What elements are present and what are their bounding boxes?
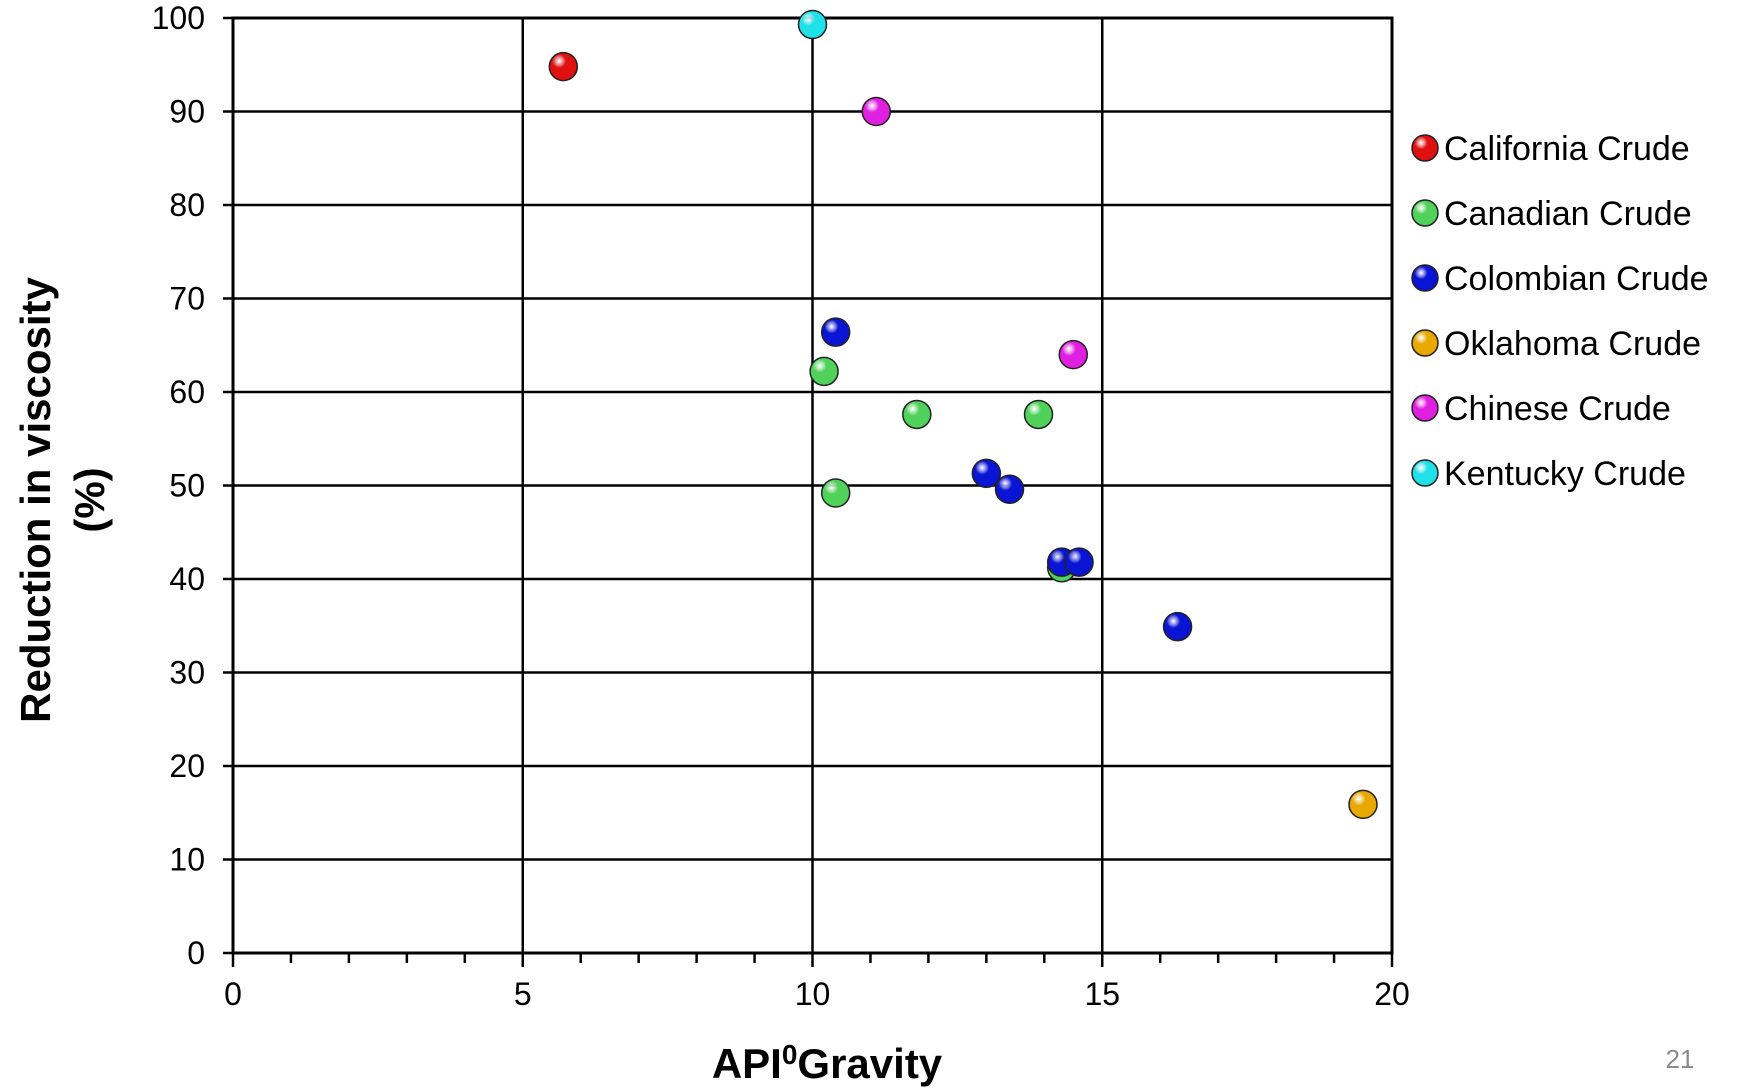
y-tick-label: 30: [169, 655, 205, 691]
data-point: [1348, 789, 1378, 820]
data-point: [1023, 399, 1054, 430]
data-points: [548, 9, 1378, 820]
y-tick-labels: 0 10 20 30 40 50 60 70 80 90 100: [152, 0, 233, 971]
legend-label: Colombian Crude: [1444, 260, 1709, 298]
data-point: [994, 474, 1025, 504]
x-axis-title: API0Gravity: [712, 1039, 943, 1087]
x-tick-label: 10: [795, 976, 831, 1012]
legend-label: Oklahoma Crude: [1444, 325, 1701, 363]
data-point: [1162, 611, 1193, 642]
data-point: [820, 478, 851, 508]
x-tick-label: 0: [224, 976, 242, 1012]
y-tick-label: 40: [169, 561, 205, 597]
data-point: [971, 458, 1002, 489]
y-tick-label: 80: [169, 187, 205, 223]
y-axis-title-line2: (%): [66, 467, 113, 532]
data-point: [797, 9, 828, 40]
x-minor-ticks: [231, 953, 1394, 967]
legend: California Crude Canadian Crude Colombian …: [1411, 130, 1709, 493]
y-tick-label: 20: [169, 748, 205, 784]
legend-marker: [1411, 264, 1439, 292]
y-tick-label: 90: [169, 94, 205, 130]
legend-marker: [1411, 199, 1439, 227]
legend-marker: [1411, 134, 1439, 162]
x-tick-label: 20: [1374, 976, 1410, 1012]
data-point: [902, 399, 932, 430]
y-tick-label: 70: [169, 281, 205, 317]
data-point: [809, 356, 839, 387]
data-point: [1064, 547, 1094, 577]
data-point: [820, 317, 851, 347]
grid-lines: [233, 18, 1392, 953]
legend-marker: [1411, 394, 1439, 422]
x-tick-label: 5: [514, 976, 532, 1012]
data-point: [1058, 339, 1089, 370]
y-axis-title: Reduction in viscosity (%): [12, 276, 113, 722]
y-tick-label: 10: [169, 842, 205, 878]
y-tick-label: 0: [187, 935, 205, 971]
y-tick-label: 50: [169, 468, 205, 504]
data-point: [548, 51, 579, 82]
legend-marker: [1411, 329, 1439, 357]
legend-label: Chinese Crude: [1444, 390, 1671, 428]
page-number: 21: [1666, 1044, 1695, 1074]
legend-label: Kentucky Crude: [1444, 455, 1686, 493]
data-point: [861, 96, 891, 127]
y-axis-title-line1: Reduction in viscosity: [12, 276, 59, 722]
y-tick-label: 60: [169, 374, 205, 410]
x-tick-label: 15: [1084, 976, 1120, 1012]
x-tick-labels: 0 5 10 15 20: [224, 976, 1410, 1012]
legend-label: California Crude: [1444, 130, 1690, 168]
legend-label: Canadian Crude: [1444, 195, 1692, 233]
legend-marker: [1411, 459, 1439, 487]
y-tick-label: 100: [152, 0, 205, 36]
